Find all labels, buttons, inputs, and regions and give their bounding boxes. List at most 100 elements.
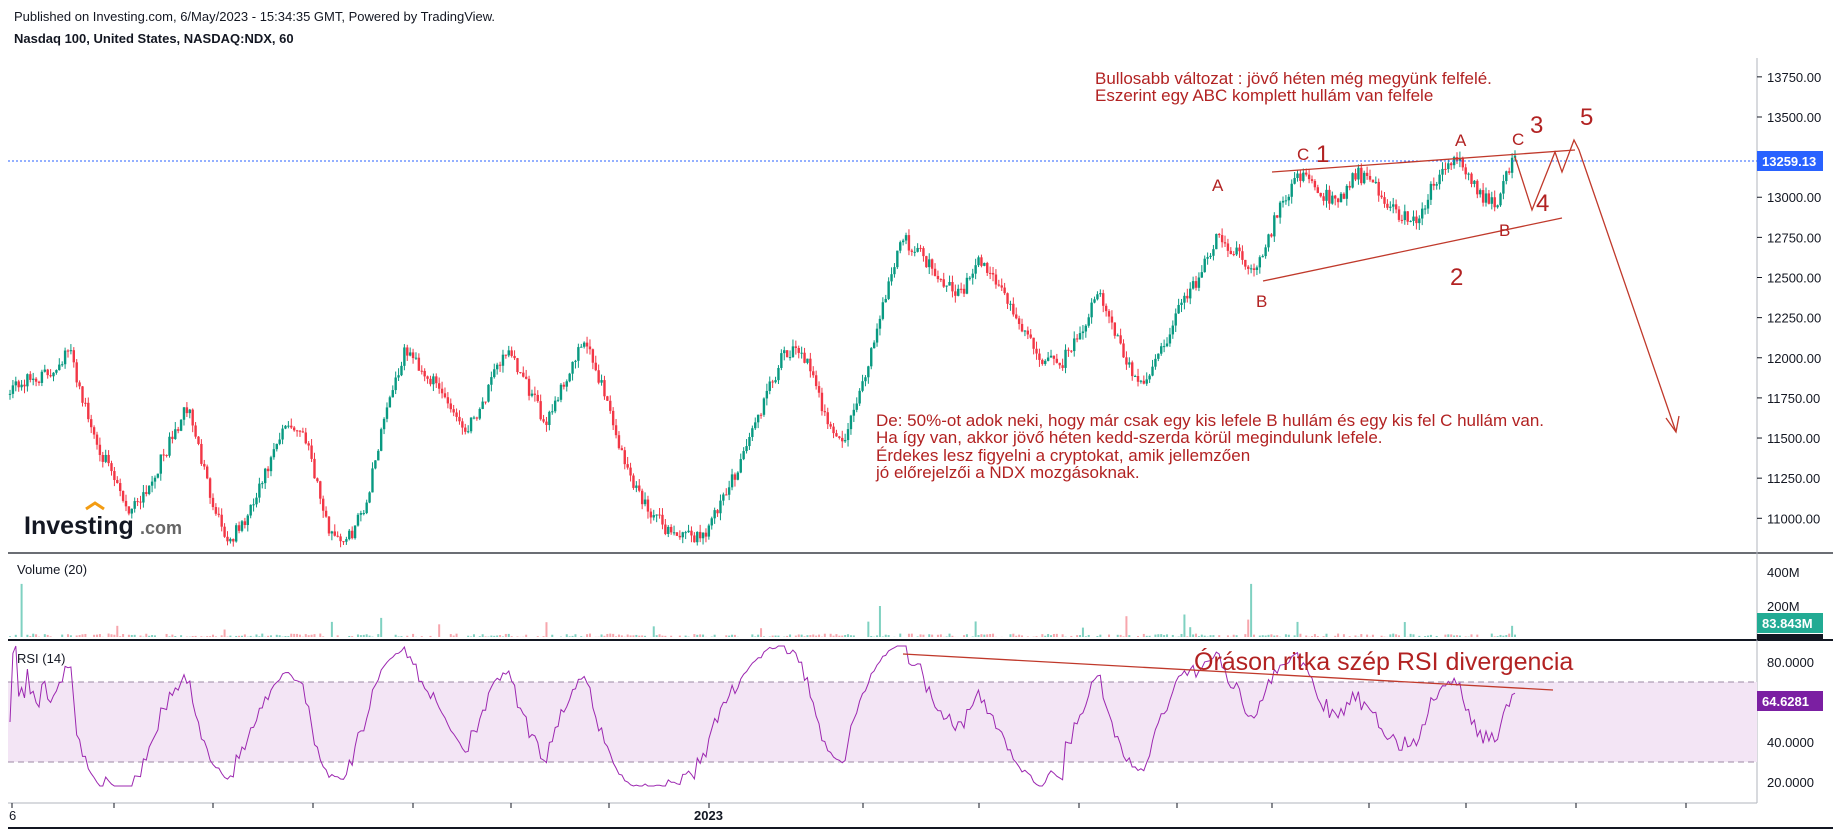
volume-bar	[269, 635, 272, 637]
candle-body	[446, 397, 450, 404]
candle-body	[330, 531, 334, 534]
candle-body	[385, 407, 389, 419]
candle-body	[455, 412, 458, 417]
candle-body	[388, 397, 392, 408]
candle-body	[1296, 173, 1299, 179]
price-badge: 13259.13	[1757, 151, 1823, 171]
candle-body	[684, 532, 687, 534]
candle-body	[377, 450, 380, 461]
volume-bar	[1342, 634, 1345, 637]
candle-body	[632, 475, 635, 488]
candle-body	[121, 491, 125, 501]
candle-body	[588, 346, 592, 350]
candle-body	[867, 366, 870, 378]
rsi-tick-label: 40.0000	[1767, 735, 1814, 750]
volume-bar	[1270, 634, 1273, 637]
candle-body	[261, 483, 264, 485]
volume-bar	[307, 635, 310, 637]
candle-body	[794, 346, 798, 348]
volume-bar	[980, 634, 983, 637]
volume-bar	[620, 635, 623, 637]
volume-bar	[545, 622, 548, 637]
published-info: Published on Investing.com, 6/May/2023 -…	[14, 9, 496, 24]
candle-body	[188, 409, 191, 414]
volume-bar	[1163, 635, 1166, 637]
candle-body	[664, 524, 667, 534]
candle-body	[681, 532, 684, 538]
candle-body	[1339, 193, 1343, 203]
candle-body	[658, 514, 661, 516]
candle-body	[1194, 281, 1198, 288]
candle-body	[104, 454, 107, 462]
candle-body	[649, 511, 653, 518]
candle-body	[983, 262, 986, 266]
candle-body	[304, 432, 307, 444]
volume-bar	[661, 635, 664, 637]
candle-body	[171, 436, 174, 439]
volume-bar	[481, 634, 484, 637]
volume-bar	[733, 634, 736, 637]
candle-body	[1226, 243, 1230, 251]
candle-body	[667, 526, 670, 534]
projected-path	[1514, 138, 1677, 433]
candle-body	[113, 471, 116, 481]
candle-body	[756, 414, 760, 423]
candle-body	[153, 477, 157, 482]
candle-body	[487, 384, 490, 402]
candle-body	[1412, 216, 1415, 221]
volume-bar	[14, 634, 17, 637]
volume-bar	[1145, 635, 1148, 637]
candle-body	[458, 416, 461, 422]
volume-bar	[95, 634, 98, 637]
volume-bar	[1047, 633, 1050, 637]
upper-trendline	[1271, 149, 1576, 173]
volume-bar	[119, 636, 122, 637]
volume-bar	[629, 635, 632, 637]
candle-body	[542, 419, 545, 422]
volume-bar	[1015, 635, 1018, 637]
volume-bar	[206, 636, 209, 637]
volume-bar	[1137, 636, 1140, 637]
candle-body	[957, 288, 960, 296]
top-note-line: Eszerint egy ABC komplett hullám van fel…	[1095, 86, 1433, 105]
candle-body	[582, 342, 586, 347]
candle-body	[1200, 272, 1204, 278]
candle-body	[803, 352, 806, 363]
price-tick-label: 12250.00	[1767, 311, 1821, 326]
candle-body	[864, 377, 867, 382]
candle-body	[1038, 353, 1041, 360]
symbol-title: Nasdaq 100, United States, NASDAQ:NDX, 6…	[14, 31, 294, 46]
candle-body	[951, 281, 954, 292]
candle-body	[980, 257, 983, 266]
candle-body	[1319, 192, 1322, 197]
volume-bar	[1096, 636, 1099, 637]
volume-bar	[235, 635, 238, 637]
candle-body	[812, 371, 815, 376]
volume-bar	[774, 635, 777, 637]
candle-body	[1310, 179, 1314, 181]
candle-body	[1403, 211, 1407, 221]
volume-bar	[153, 635, 156, 637]
volume-bar	[803, 636, 806, 637]
candle-body	[623, 450, 626, 465]
candle-body	[713, 510, 716, 519]
volume-bar	[963, 635, 966, 637]
candle-body	[606, 396, 609, 401]
volume-bar	[606, 633, 609, 637]
volume-bar	[296, 633, 299, 637]
candle-body	[510, 350, 513, 356]
candle-body	[89, 419, 93, 428]
candle-body	[359, 513, 363, 515]
candle-body	[925, 256, 928, 268]
volume-bar	[876, 635, 879, 637]
candle-body	[643, 499, 647, 505]
volume-bar	[255, 634, 258, 637]
candle-body	[1081, 331, 1085, 334]
rsi-pane-label[interactable]: RSI (14)	[17, 651, 65, 666]
volume-pane-label[interactable]: Volume (20)	[17, 562, 87, 577]
volume-bar	[867, 621, 870, 637]
volume-bar	[829, 633, 832, 637]
volume-bar	[1125, 616, 1128, 637]
volume-bar	[214, 636, 217, 637]
